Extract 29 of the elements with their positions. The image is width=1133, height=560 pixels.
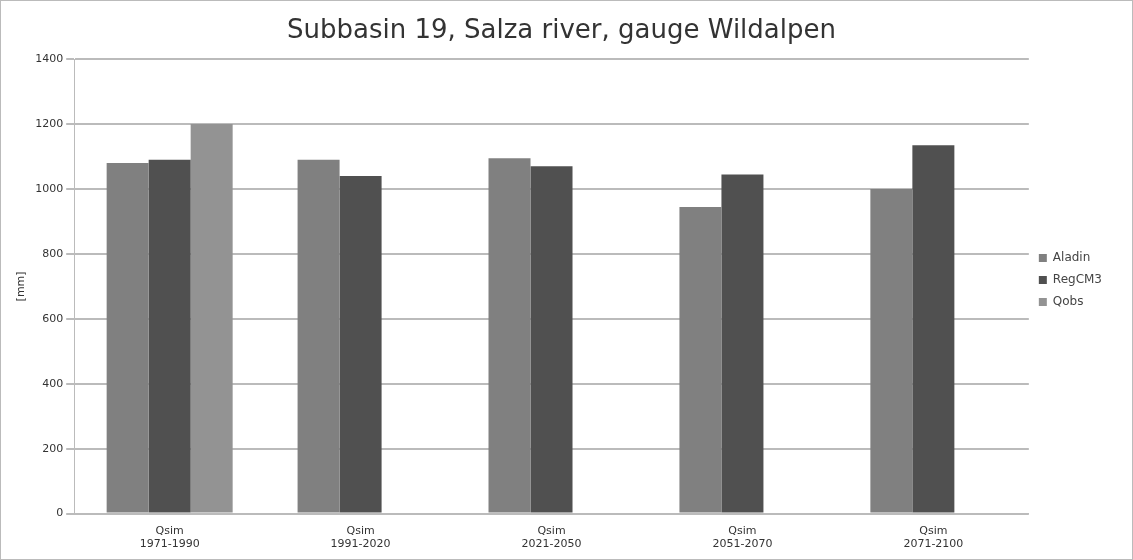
bar [679, 206, 722, 513]
chart-title: Subbasin 19, Salza river, gauge Wildalpen [287, 14, 836, 45]
y-tick-label: 1200 [35, 116, 64, 130]
bar [190, 124, 233, 513]
legend-label: Qobs [1052, 294, 1084, 309]
y-tick-label: 200 [42, 441, 64, 455]
bar [488, 158, 531, 513]
y-tick-label: 800 [42, 246, 64, 260]
y-tick-label: 0 [56, 506, 64, 520]
bar [721, 174, 764, 513]
bar [530, 166, 573, 513]
y-tick-label: 1400 [35, 52, 64, 66]
y-tick-label: 1000 [35, 181, 64, 195]
bar [912, 145, 955, 513]
x-tick-label: Qsim 2051-2070 [712, 524, 773, 551]
y-tick-label: 400 [42, 376, 64, 390]
x-tick-label: Qsim 1971-1990 [139, 524, 200, 551]
legend-label: Aladin [1052, 250, 1091, 265]
x-tick-label: Qsim 2021-2050 [521, 524, 582, 551]
bar [870, 189, 913, 513]
x-tick-label: Qsim 2071-2100 [903, 524, 964, 551]
legend-label: RegCM3 [1052, 272, 1103, 287]
y-tick-label: 600 [42, 311, 64, 325]
bar [297, 159, 340, 513]
bar [148, 159, 191, 513]
x-tick-label: Qsim 1991-2020 [330, 524, 391, 551]
y-axis-title: [mm] [14, 271, 28, 302]
bar [106, 163, 149, 513]
bar [339, 176, 382, 513]
